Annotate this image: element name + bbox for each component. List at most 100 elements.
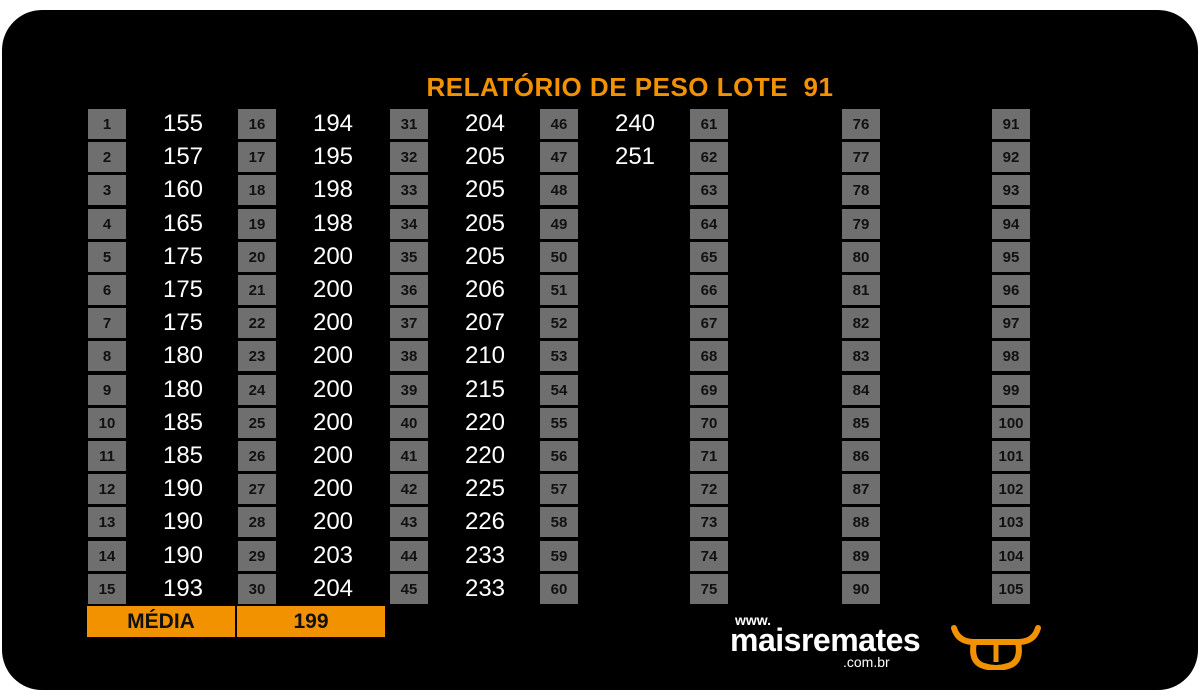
- row-index: 33: [390, 175, 428, 205]
- row-index: 36: [390, 275, 428, 305]
- weight-value: 203: [312, 542, 354, 569]
- row-index: 87: [842, 474, 880, 504]
- weight-value: 175: [162, 276, 204, 303]
- row-index: 27: [238, 474, 276, 504]
- row-index: 77: [842, 142, 880, 172]
- row-index: 93: [992, 175, 1030, 205]
- row-index: 38: [390, 341, 428, 371]
- weight-value: [740, 209, 830, 239]
- weight-value: 200: [312, 342, 354, 369]
- weight-value: 225: [464, 475, 506, 502]
- row-index: 57: [540, 474, 578, 504]
- weight-value: 175: [162, 309, 204, 336]
- row-index: 67: [690, 308, 728, 338]
- row-index: 41: [390, 441, 428, 471]
- row-index: 4: [88, 209, 126, 239]
- weight-value: [1042, 275, 1132, 305]
- row-index: 59: [540, 541, 578, 571]
- logo-domain: .com.br: [843, 654, 890, 670]
- weight-value: [590, 408, 680, 438]
- row-index: 37: [390, 308, 428, 338]
- row-index: 10: [88, 408, 126, 438]
- row-index: 104: [992, 541, 1030, 571]
- weight-value: [892, 441, 982, 471]
- weight-value: [590, 441, 680, 471]
- weight-value: [1042, 341, 1132, 371]
- average-label: MÉDIA: [87, 606, 235, 637]
- row-index: 78: [842, 175, 880, 205]
- weight-value: [1042, 574, 1132, 604]
- weight-value: 205: [464, 210, 506, 237]
- weight-value: 195: [312, 143, 354, 170]
- weight-value: [740, 142, 830, 172]
- weight-value: [740, 308, 830, 338]
- row-index: 83: [842, 341, 880, 371]
- weight-value: 157: [162, 143, 204, 170]
- logo-www: www.: [735, 612, 772, 628]
- row-index: 71: [690, 441, 728, 471]
- weight-value: 233: [464, 542, 506, 569]
- weight-value: 205: [464, 176, 506, 203]
- weight-value: 200: [312, 309, 354, 336]
- weight-value: 190: [162, 508, 204, 535]
- row-index: 13: [88, 507, 126, 537]
- row-index: 58: [540, 507, 578, 537]
- weight-value: 200: [312, 508, 354, 535]
- weight-value: [590, 541, 680, 571]
- row-index: 60: [540, 574, 578, 604]
- row-index: 65: [690, 242, 728, 272]
- weight-value: 185: [162, 442, 204, 469]
- weight-value: 204: [312, 575, 354, 602]
- row-index: 94: [992, 209, 1030, 239]
- weight-value: 200: [312, 243, 354, 270]
- weight-value: [892, 408, 982, 438]
- weight-value: 180: [162, 376, 204, 403]
- weight-value: [1042, 242, 1132, 272]
- weight-value: [892, 142, 982, 172]
- row-index: 31: [390, 109, 428, 139]
- weight-value: [1042, 175, 1132, 205]
- weight-value: 240: [614, 110, 656, 137]
- row-index: 49: [540, 209, 578, 239]
- row-index: 76: [842, 109, 880, 139]
- row-index: 91: [992, 109, 1030, 139]
- weight-value: [892, 375, 982, 405]
- weight-value: 198: [312, 176, 354, 203]
- row-index: 51: [540, 275, 578, 305]
- row-index: 99: [992, 375, 1030, 405]
- weight-value: [892, 308, 982, 338]
- row-index: 90: [842, 574, 880, 604]
- weight-value: 205: [464, 143, 506, 170]
- row-index: 43: [390, 507, 428, 537]
- row-index: 3: [88, 175, 126, 205]
- logo-brand-name: maisremates: [730, 622, 921, 658]
- row-index: 34: [390, 209, 428, 239]
- weight-value: [892, 109, 982, 139]
- weight-value: [740, 541, 830, 571]
- row-index: 16: [238, 109, 276, 139]
- row-index: 7: [88, 308, 126, 338]
- weight-value: [1042, 375, 1132, 405]
- row-index: 17: [238, 142, 276, 172]
- row-index: 84: [842, 375, 880, 405]
- weight-value: [740, 507, 830, 537]
- weight-value: [1042, 474, 1132, 504]
- weight-value: [892, 341, 982, 371]
- row-index: 1: [88, 109, 126, 139]
- row-index: 105: [992, 574, 1030, 604]
- weight-value: [1042, 507, 1132, 537]
- weight-value: [892, 474, 982, 504]
- weight-value: [892, 541, 982, 571]
- row-index: 96: [992, 275, 1030, 305]
- weight-value: [1042, 408, 1132, 438]
- row-index: 21: [238, 275, 276, 305]
- weight-value: [892, 209, 982, 239]
- weight-value: [740, 474, 830, 504]
- row-index: 89: [842, 541, 880, 571]
- weight-value: [1042, 209, 1132, 239]
- weight-value: [892, 507, 982, 537]
- weight-value: [740, 109, 830, 139]
- row-index: 8: [88, 341, 126, 371]
- weight-value: 190: [162, 475, 204, 502]
- weight-value: 200: [312, 442, 354, 469]
